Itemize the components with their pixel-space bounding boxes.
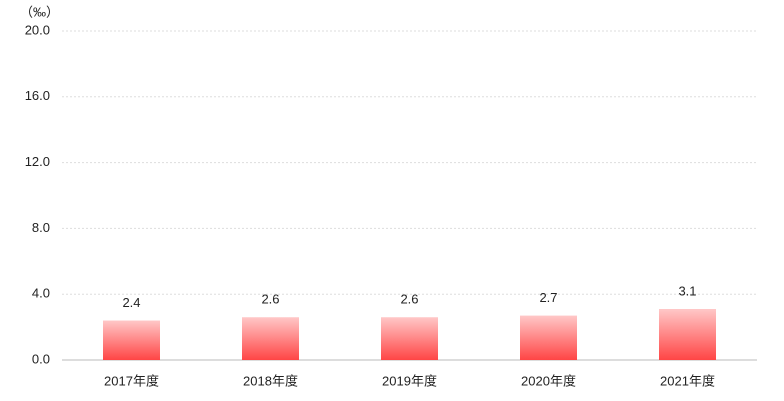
bar — [659, 309, 716, 360]
value-label: 2.4 — [122, 295, 140, 310]
bar — [520, 315, 577, 360]
y-tick-label: 0.0 — [32, 351, 50, 366]
x-tick-label: 2020年度 — [521, 373, 576, 388]
y-tick-label: 20.0 — [25, 22, 50, 37]
value-label: 2.6 — [400, 292, 418, 307]
bar — [103, 320, 160, 360]
bar — [381, 317, 438, 360]
y-tick-label: 16.0 — [25, 88, 50, 103]
bar — [242, 317, 299, 360]
x-tick-label: 2021年度 — [660, 373, 715, 388]
y-tick-label: 12.0 — [25, 154, 50, 169]
x-tick-label: 2017年度 — [104, 373, 159, 388]
value-label: 2.7 — [539, 290, 557, 305]
y-axis-label: （‰） — [20, 4, 59, 19]
y-tick-label: 4.0 — [32, 286, 50, 301]
x-tick-label: 2018年度 — [243, 373, 298, 388]
y-tick-label: 8.0 — [32, 220, 50, 235]
value-label: 2.6 — [261, 292, 279, 307]
x-tick-label: 2019年度 — [382, 373, 437, 388]
value-label: 3.1 — [678, 283, 696, 298]
